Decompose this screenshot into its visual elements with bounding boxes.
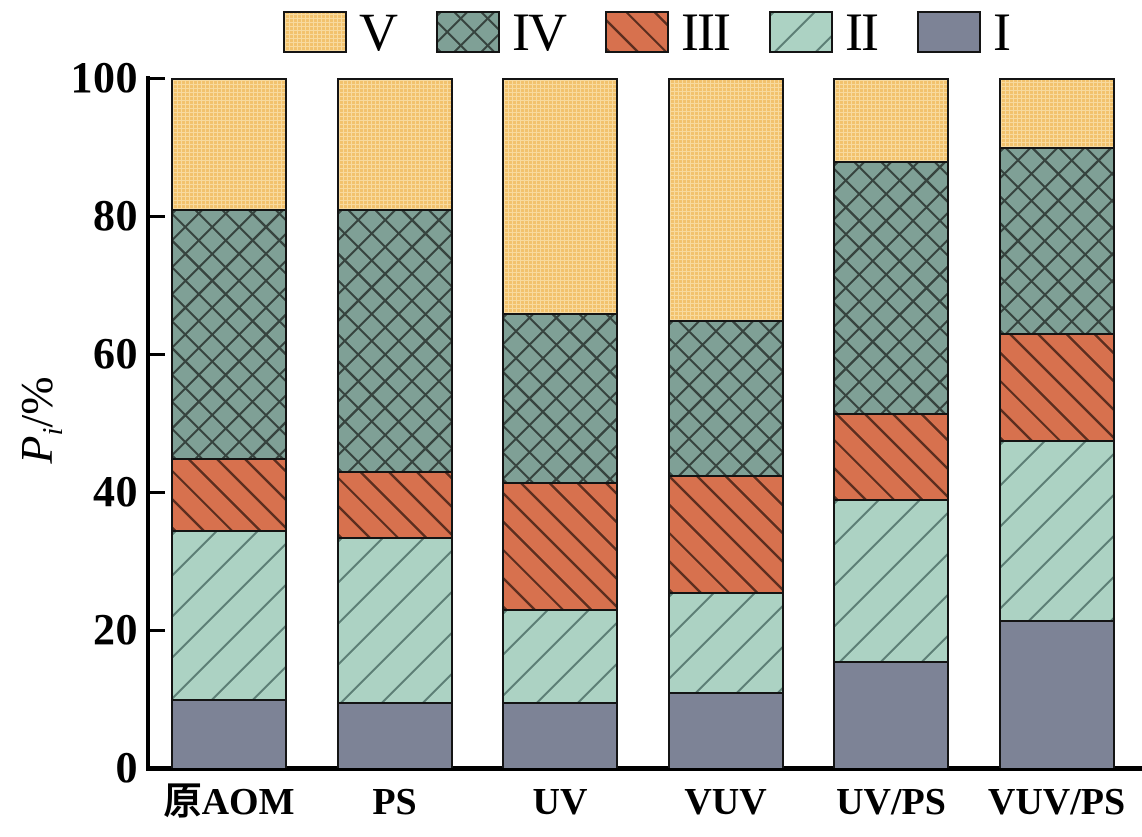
bar-segment-IV-cat5 [833,160,949,413]
y-tick-20 [150,628,165,632]
bar-segment-III-cat5 [833,412,949,499]
bar-segment-III-cat4 [667,474,784,593]
x-tick-label-cat6: VUV/PS [987,781,1126,823]
bar-segment-IV-cat4 [667,319,784,475]
bar-segment-IV-cat2 [336,209,453,472]
y-tick-label-100: 100 [70,53,138,102]
bar-segment-III-cat2 [336,471,453,537]
y-tick-0 [150,766,165,770]
legend-swatch-II [768,11,833,53]
legend-item-V: V [283,2,398,62]
legend-item-I: I [916,2,1011,62]
bar-segment-II-cat4 [667,592,784,693]
chart-legend: V IV III II I [150,4,1142,60]
bar-segment-V-cat6 [998,78,1115,147]
legend-label-II: II [844,2,879,62]
bar-segment-IV-cat3 [502,312,618,482]
bar-segment-I-cat4 [667,692,784,768]
y-tick-60 [150,352,165,356]
y-tick-40 [150,490,165,494]
plot-area [150,76,1142,770]
y-tick-label-80: 80 [93,191,138,240]
bar-segment-V-cat4 [667,78,784,320]
y-tick-80 [150,214,165,218]
bar-segment-I-cat1 [171,699,287,768]
x-tick-label-cat1: 原AOM [163,781,295,823]
legend-swatch-III [605,11,670,53]
legend-label-I: I [992,2,1011,62]
x-tick-label-cat3: UV [532,781,588,823]
x-axis-line [146,766,1142,771]
y-axis-title: Pi/% [10,376,70,463]
legend-swatch-V [283,11,348,53]
legend-item-IV: IV [436,2,567,62]
legend-swatch-IV [436,11,501,53]
bar-segment-III-cat6 [998,333,1115,441]
y-tick-label-0: 0 [115,743,138,792]
bar-segment-II-cat6 [998,440,1115,620]
bar-segment-I-cat2 [336,702,453,768]
y-axis-title-subscript: i [38,427,70,436]
x-tick-label-cat2: PS [372,781,417,823]
y-axis-title-unit: /% [10,376,62,428]
y-tick-100 [150,76,165,80]
y-axis-title-symbol: P [10,435,62,464]
bar-segment-III-cat3 [502,481,618,610]
y-tick-label-60: 60 [93,329,138,378]
legend-label-III: III [681,2,731,62]
bar-segment-II-cat5 [833,498,949,662]
bar-segment-V-cat1 [171,78,287,210]
bar-segment-V-cat3 [502,78,618,313]
bar-segment-II-cat1 [171,529,287,699]
bar-segment-I-cat5 [833,661,949,768]
legend-label-V: V [359,2,398,62]
bar-segment-V-cat2 [336,78,453,210]
bar-segment-I-cat3 [502,702,618,768]
bar-segment-II-cat2 [336,536,453,703]
bar-segment-III-cat1 [171,457,287,530]
legend-swatch-I [916,11,981,53]
bar-segment-I-cat6 [998,619,1115,768]
bar-segment-IV-cat1 [171,209,287,458]
bar-segment-II-cat3 [502,609,618,703]
bar-segment-V-cat5 [833,78,949,161]
y-axis-line [146,76,150,771]
y-tick-label-40: 40 [93,467,138,516]
y-tick-label-20: 20 [93,605,138,654]
x-tick-label-cat5: UV/PS [836,781,946,823]
x-tick-label-cat4: VUV [684,781,767,823]
legend-label-IV: IV [512,2,567,62]
bar-segment-IV-cat6 [998,147,1115,334]
legend-item-III: III [605,2,731,62]
legend-item-II: II [768,2,879,62]
